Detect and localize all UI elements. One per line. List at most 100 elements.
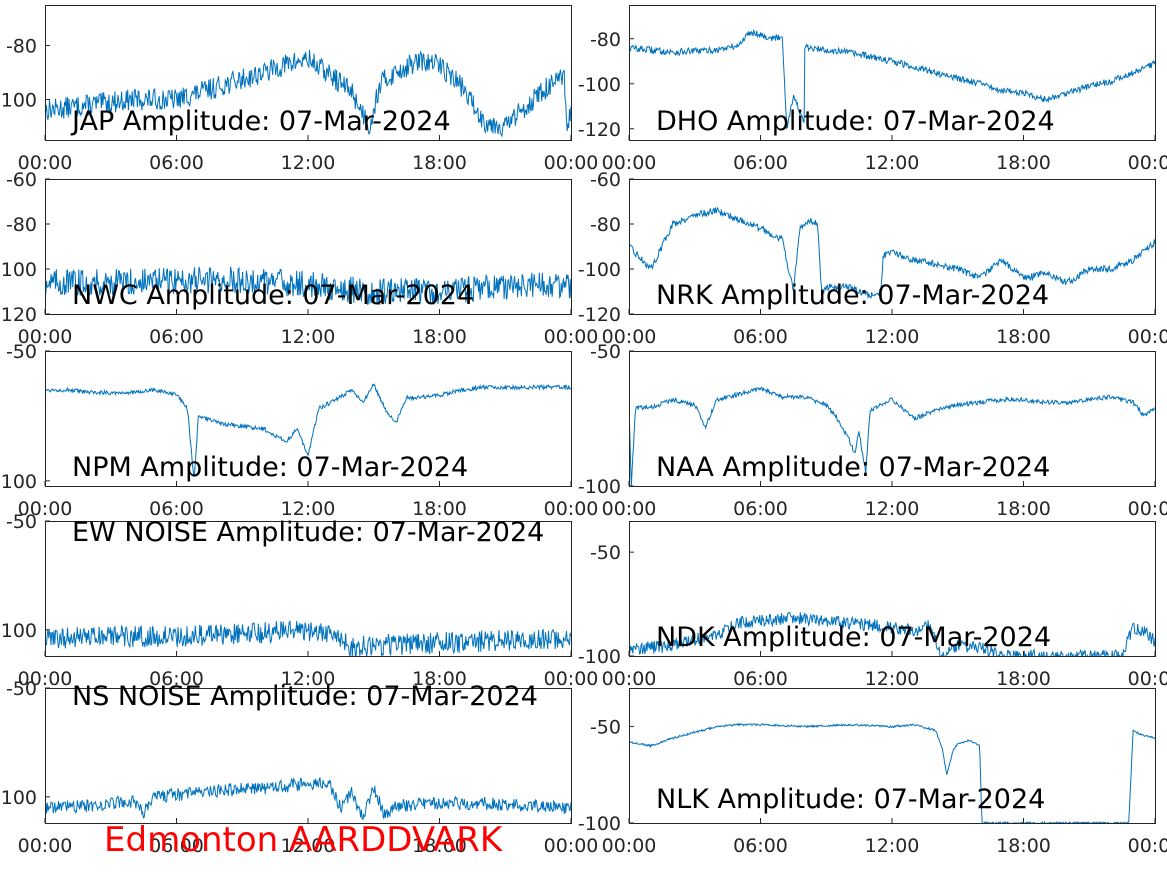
x-tick-label-4-0: 00:00 <box>18 498 73 520</box>
x-tick-label-2-1: 06:00 <box>149 326 204 348</box>
axes-box-1 <box>629 5 1156 141</box>
x-tick-label-0-1: 06:00 <box>149 152 204 174</box>
x-tick-label-0-3: 18:00 <box>412 152 467 174</box>
y-tick-label-1-1: -100 <box>578 74 621 96</box>
x-tick-label-3-3: 18:00 <box>996 326 1051 348</box>
x-tick-label-2-4: 00:00 <box>544 326 599 348</box>
x-tick-label-3-1: 06:00 <box>733 326 788 348</box>
x-tick-label-7-2: 12:00 <box>865 668 920 690</box>
y-tick-label-2-0: -60 <box>6 169 37 191</box>
y-tick-label-1-2: -120 <box>578 119 621 141</box>
y-tick-label-3-1: -80 <box>590 214 621 236</box>
y-tick-label-3-0: -60 <box>590 169 621 191</box>
x-tick-label-6-3: 18:00 <box>412 668 467 690</box>
x-tick-label-0-4: 00:00 <box>544 152 599 174</box>
x-tick-label-5-4: 00:00 <box>1128 498 1167 520</box>
chart-panel-0: 00:00 06:00 12:00 18:00 00:00 -80 -100 JAP Ampl… <box>0 5 599 174</box>
axes-box-7 <box>629 521 1156 657</box>
x-tick-label-7-4: 00:00 <box>1128 668 1167 690</box>
series-line-9-0 <box>629 722 1155 823</box>
chart-panel-6: 00:00 06:00 12:00 18:00 00:00 -50 -100 EW NOISE… <box>0 511 598 690</box>
x-tick-label-0-2: 12:00 <box>281 152 336 174</box>
y-tick-label-3-2: -100 <box>578 259 621 281</box>
series-line-6-0 <box>45 620 571 656</box>
chart-title-4: NPM Amplitude: 07-Mar-2024 <box>72 452 468 483</box>
y-tick-label-8-1: -100 <box>0 787 37 809</box>
x-tick-label-6-1: 06:00 <box>149 668 204 690</box>
axes-box-8 <box>45 688 572 824</box>
axes-box-4 <box>45 351 572 487</box>
series-line-2-0 <box>45 266 571 306</box>
x-tick-label-3-2: 12:00 <box>865 326 920 348</box>
chart-title-9: NLK Amplitude: 07-Mar-2024 <box>656 784 1045 815</box>
x-tick-label-4-4: 00:00 <box>544 498 599 520</box>
chart-panel-5: 00:00 06:00 12:00 18:00 00:00 -50 -100 NAA Ampl… <box>578 341 1167 520</box>
x-tick-label-9-2: 12:00 <box>865 835 920 857</box>
x-tick-label-9-1: 06:00 <box>733 835 788 857</box>
y-tick-label-9-0: -50 <box>590 717 621 739</box>
y-tick-label-3-3: -120 <box>578 304 621 326</box>
chart-panel-7: 00:00 06:00 12:00 18:00 00:00 -50 -100 NDK Ampl… <box>578 521 1167 690</box>
x-tick-label-9-3: 18:00 <box>996 835 1051 857</box>
series-line-0-0 <box>45 49 571 138</box>
chart-title-5: NAA Amplitude: 07-Mar-2024 <box>656 452 1050 483</box>
y-tick-label-5-1: -100 <box>578 476 621 498</box>
x-tick-label-2-2: 12:00 <box>281 326 336 348</box>
x-tick-label-8-0: 00:00 <box>18 835 73 857</box>
x-tick-label-8-2: 12:00 <box>281 835 336 857</box>
series-line-5-0 <box>629 386 1155 486</box>
station-label: Edmonton AARDDVARK <box>104 820 503 860</box>
y-tick-label-5-0: -50 <box>590 341 621 363</box>
y-tick-label-0-0: -80 <box>6 36 37 58</box>
chart-panel-8: 00:00 06:00 12:00 18:00 00:00 -50 -100 NS NOISE… <box>0 678 598 857</box>
chart-panel-3: 00:00 06:00 12:00 18:00 00:00 -60 -80 -100 -120 N… <box>578 169 1167 348</box>
y-tick-label-8-0: -50 <box>6 678 37 700</box>
y-tick-label-4-0: -50 <box>6 341 37 363</box>
x-tick-label-4-2: 12:00 <box>281 498 336 520</box>
x-tick-label-6-0: 00:00 <box>18 668 73 690</box>
x-tick-label-7-1: 06:00 <box>733 668 788 690</box>
chart-title-2: NWC Amplitude: 07-Mar-2024 <box>72 280 474 311</box>
axes-box-6 <box>45 521 572 657</box>
series-line-8-0 <box>45 776 571 821</box>
chart-title-6: EW NOISE Amplitude: 07-Mar-2024 <box>72 517 544 548</box>
x-tick-label-8-3: 18:00 <box>412 835 467 857</box>
x-tick-label-5-3: 18:00 <box>996 498 1051 520</box>
x-tick-label-8-4: 00:00 <box>544 835 599 857</box>
series-line-4-0 <box>45 383 571 478</box>
y-tick-label-0-1: -100 <box>0 90 37 112</box>
x-tick-label-1-1: 06:00 <box>733 152 788 174</box>
x-tick-label-3-0: 00:00 <box>602 326 657 348</box>
x-tick-label-5-0: 00:00 <box>602 498 657 520</box>
x-tick-label-0-0: 00:00 <box>18 152 73 174</box>
x-tick-label-1-4: 00:00 <box>1128 152 1167 174</box>
chart-panel-2: 00:00 06:00 12:00 18:00 00:00 -60 -80 -100 -120 N… <box>0 169 598 348</box>
x-tick-label-9-4: 00:00 <box>1128 835 1167 857</box>
y-tick-label-9-1: -100 <box>578 813 621 835</box>
y-tick-label-7-0: -50 <box>590 542 621 564</box>
x-tick-label-8-1: 06:00 <box>149 835 204 857</box>
y-tick-label-6-1: -100 <box>0 620 37 642</box>
series-line-3-0 <box>629 206 1155 299</box>
x-tick-label-7-3: 18:00 <box>996 668 1051 690</box>
series-line-7-0 <box>629 611 1155 656</box>
y-tick-label-6-0: -50 <box>6 511 37 533</box>
chart-panel-1: 00:00 06:00 12:00 18:00 00:00 -80 -100 -120 DHO … <box>578 5 1167 174</box>
x-tick-label-6-2: 12:00 <box>281 668 336 690</box>
x-tick-label-5-1: 06:00 <box>733 498 788 520</box>
x-tick-label-9-0: 00:00 <box>602 835 657 857</box>
chart-panel-4: 00:00 06:00 12:00 18:00 00:00 -50 -100 NPM Ampl… <box>0 341 598 520</box>
y-tick-label-1-0: -80 <box>590 29 621 51</box>
x-tick-label-1-3: 18:00 <box>996 152 1051 174</box>
x-tick-label-6-4: 00:00 <box>544 668 599 690</box>
axes-box-9 <box>629 688 1156 824</box>
x-tick-label-2-0: 00:00 <box>18 326 73 348</box>
x-tick-label-1-0: 00:00 <box>602 152 657 174</box>
x-tick-label-5-2: 12:00 <box>865 498 920 520</box>
y-tick-label-7-1: -100 <box>578 646 621 668</box>
axes-box-3 <box>629 179 1156 315</box>
x-tick-label-7-0: 00:00 <box>602 668 657 690</box>
x-tick-label-1-2: 12:00 <box>865 152 920 174</box>
y-tick-label-4-1: -100 <box>0 471 37 493</box>
